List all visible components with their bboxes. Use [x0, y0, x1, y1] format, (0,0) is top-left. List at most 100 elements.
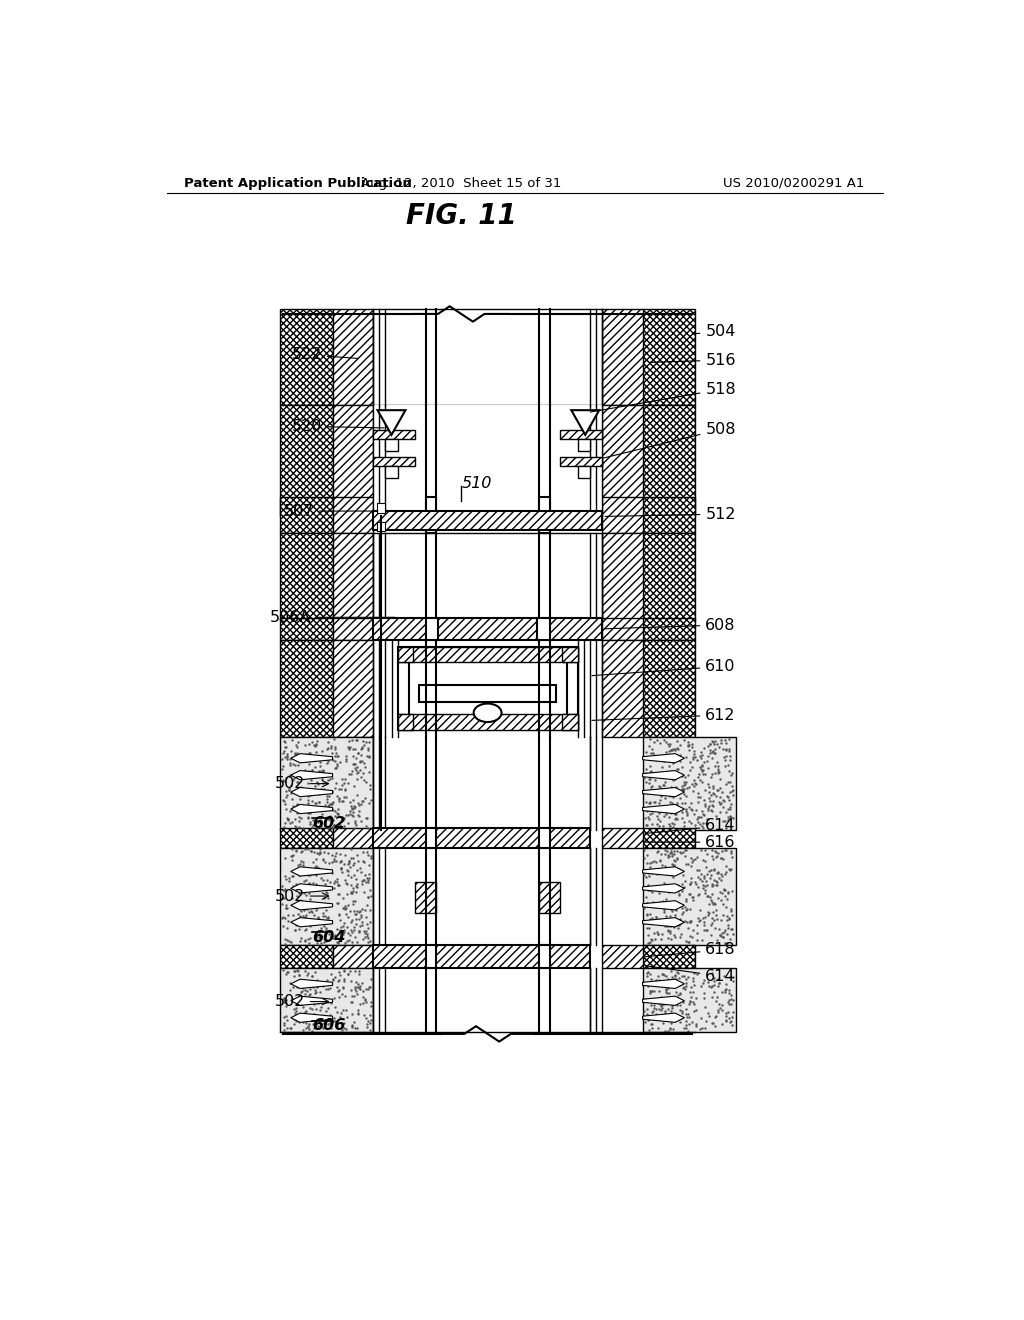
- Point: [317, 1001, 334, 1022]
- Point: [719, 906, 735, 927]
- Text: 508: 508: [603, 422, 736, 458]
- Point: [335, 898, 351, 919]
- Point: [347, 758, 364, 779]
- Point: [358, 871, 375, 892]
- Point: [298, 1007, 314, 1028]
- Point: [653, 756, 670, 777]
- Point: [319, 1014, 336, 1035]
- Point: [703, 987, 720, 1008]
- Point: [665, 787, 681, 808]
- Point: [660, 927, 677, 948]
- Point: [316, 842, 333, 863]
- Point: [643, 776, 659, 797]
- Point: [666, 916, 682, 937]
- Point: [677, 766, 693, 787]
- Point: [679, 805, 695, 826]
- Point: [326, 878, 342, 899]
- Point: [294, 841, 310, 862]
- Point: [278, 780, 294, 801]
- Point: [725, 1002, 741, 1023]
- Point: [280, 898, 296, 919]
- Point: [692, 869, 709, 890]
- Point: [291, 964, 307, 985]
- Point: [647, 907, 664, 928]
- Point: [702, 865, 719, 886]
- Point: [696, 793, 713, 814]
- Bar: [280, 847, 373, 945]
- Point: [664, 997, 680, 1018]
- Point: [678, 999, 694, 1020]
- Point: [650, 892, 667, 913]
- Point: [296, 781, 312, 803]
- Point: [644, 882, 660, 903]
- Point: [648, 863, 665, 884]
- Point: [357, 920, 374, 941]
- Point: [705, 874, 721, 895]
- Point: [361, 931, 378, 952]
- Point: [356, 865, 373, 886]
- Point: [717, 750, 733, 771]
- Point: [331, 779, 347, 800]
- Point: [719, 932, 735, 953]
- Point: [639, 892, 655, 913]
- Point: [722, 928, 738, 949]
- Point: [651, 776, 668, 797]
- Point: [693, 771, 710, 792]
- Point: [310, 791, 327, 812]
- Point: [669, 994, 685, 1015]
- Point: [350, 762, 367, 783]
- Point: [689, 859, 706, 880]
- Point: [693, 929, 710, 950]
- Point: [353, 915, 370, 936]
- Point: [640, 962, 656, 983]
- Point: [689, 812, 706, 833]
- Point: [324, 851, 340, 873]
- Point: [705, 796, 721, 817]
- Point: [328, 758, 344, 779]
- Point: [349, 977, 366, 998]
- Point: [359, 845, 376, 866]
- Point: [319, 791, 336, 812]
- Point: [707, 742, 723, 763]
- Point: [654, 854, 671, 875]
- Point: [330, 744, 346, 766]
- Point: [297, 859, 313, 880]
- Point: [287, 1002, 303, 1023]
- Point: [307, 990, 324, 1011]
- Text: 502: 502: [274, 888, 329, 904]
- Point: [645, 1001, 662, 1022]
- Point: [332, 920, 348, 941]
- Point: [642, 768, 658, 789]
- Point: [690, 884, 707, 906]
- Point: [722, 1011, 738, 1032]
- Point: [659, 909, 676, 931]
- Point: [305, 873, 322, 894]
- Point: [721, 858, 737, 879]
- Point: [702, 859, 719, 880]
- Point: [312, 917, 329, 939]
- Point: [295, 861, 311, 882]
- Point: [331, 979, 347, 1001]
- Point: [290, 960, 306, 981]
- Point: [644, 878, 660, 899]
- Point: [637, 989, 653, 1010]
- Point: [647, 929, 664, 950]
- Point: [288, 817, 304, 838]
- Point: [329, 803, 345, 824]
- Point: [338, 748, 354, 770]
- Point: [699, 1002, 716, 1023]
- Point: [291, 807, 307, 828]
- Point: [301, 743, 317, 764]
- Point: [314, 760, 331, 781]
- Point: [717, 933, 733, 954]
- Point: [306, 857, 323, 878]
- Point: [680, 734, 696, 755]
- Point: [294, 760, 310, 781]
- Bar: [539, 829, 550, 847]
- Point: [702, 784, 719, 805]
- Point: [651, 882, 668, 903]
- Point: [656, 840, 673, 861]
- Point: [344, 801, 360, 822]
- Point: [723, 858, 739, 879]
- Point: [713, 869, 729, 890]
